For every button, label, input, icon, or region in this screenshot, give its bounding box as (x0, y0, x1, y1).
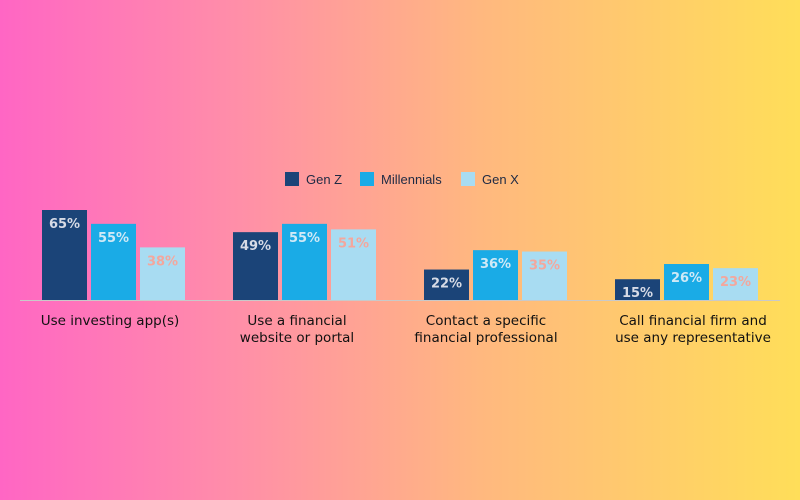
bar-1-1 (42, 210, 87, 300)
bars-group (42, 210, 758, 300)
bar-3-1 (424, 269, 469, 300)
bar-4-2 (664, 264, 709, 300)
category-label-line: Use investing app(s) (41, 313, 180, 329)
category-label-3: Contact a specific financial professional (414, 313, 557, 346)
legend-swatch-3 (461, 172, 475, 186)
bar-2-1 (233, 232, 278, 300)
bar-1-3 (140, 247, 185, 300)
category-label-4: Call financial firm and use any represent… (615, 313, 771, 346)
bar-value-label: 36% (480, 257, 511, 272)
bar-3-3 (522, 251, 567, 300)
bar-value-label: 65% (49, 217, 80, 232)
bar-value-label: 49% (240, 239, 271, 254)
legend-swatch-1 (285, 172, 299, 186)
bar-1-2 (91, 223, 136, 300)
bar-value-label: 55% (289, 231, 320, 246)
bar-4-1 (615, 279, 660, 300)
category-label-line: website or portal (240, 330, 354, 346)
bar-value-label: 35% (529, 259, 560, 274)
legend: Gen Z Millennials Gen X (285, 172, 519, 187)
category-label-line: Call financial firm and (619, 313, 767, 329)
bar-value-label: 55% (98, 231, 129, 246)
bar-value-label: 38% (147, 254, 178, 269)
bar-labels-group: 65% 55% 38% 49% 55% 51% 22% 36% 35% 15% 26% 23% (49, 217, 751, 301)
bar-2-3 (331, 229, 376, 300)
category-labels-group: Use investing app(s) Use a financial websi… (41, 313, 771, 346)
bar-value-label: 15% (622, 286, 653, 301)
bar-3-2 (473, 250, 518, 300)
bar-4-3 (713, 268, 758, 300)
bar-value-label: 22% (431, 277, 462, 292)
legend-label-3: Gen X (482, 172, 519, 187)
bar-value-label: 26% (671, 271, 702, 286)
legend-swatch-2 (360, 172, 374, 186)
category-label-line: Contact a specific (426, 313, 546, 329)
bar-2-2 (282, 223, 327, 300)
bar-value-label: 23% (720, 275, 751, 290)
category-label-line: Use a financial (247, 313, 346, 329)
category-label-1: Use investing app(s) (41, 313, 180, 329)
category-label-2: Use a financial website or portal (240, 313, 354, 346)
legend-label-2: Millennials (381, 172, 442, 187)
legend-label-1: Gen Z (306, 172, 342, 187)
bar-value-label: 51% (338, 236, 369, 251)
category-label-line: use any representative (615, 330, 771, 346)
category-label-line: financial professional (414, 330, 557, 346)
